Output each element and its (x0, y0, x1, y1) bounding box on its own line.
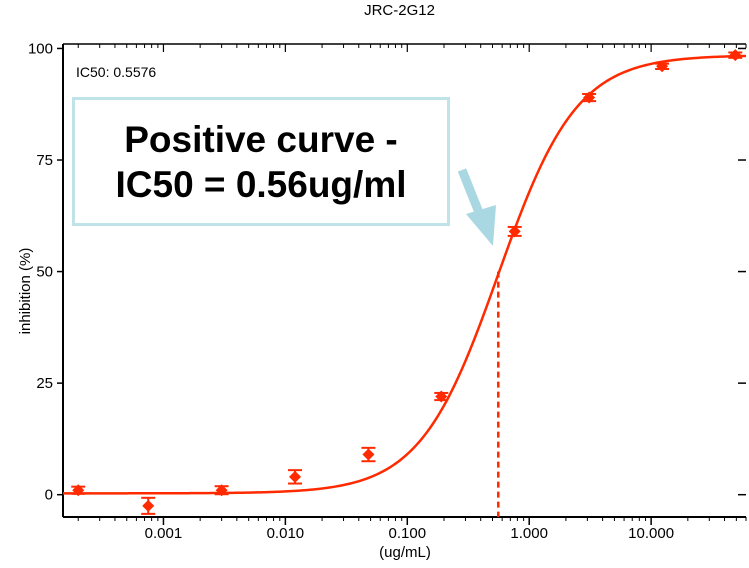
chart-title: JRC-2G12 (364, 2, 435, 19)
arrow-head (466, 205, 496, 246)
x-tick-label: 10.000 (628, 525, 674, 542)
data-point (289, 470, 302, 483)
callout-arrow (457, 168, 496, 246)
data-point (656, 60, 669, 73)
arrow-shaft (457, 168, 485, 217)
x-tick-label: 0.010 (267, 525, 305, 542)
x-tick-label: 1.000 (510, 525, 548, 542)
callout-line-1: Positive curve - (124, 118, 398, 160)
data-point (435, 390, 448, 403)
data-point (215, 484, 228, 497)
data-point (142, 499, 155, 512)
x-tick-label: 0.100 (389, 525, 427, 542)
y-tick-label: 25 (36, 375, 53, 392)
callout-box: Positive curve - IC50 = 0.56ug/ml (72, 97, 450, 226)
callout-line-2: IC50 = 0.56ug/ml (115, 163, 407, 205)
data-point (583, 91, 596, 104)
y-tick-label: 75 (36, 152, 53, 169)
data-point (362, 448, 375, 461)
y-axis-label: inhibition (%) (17, 248, 34, 335)
y-tick-label: 100 (28, 40, 53, 57)
ic50-readout: IC50: 0.5576 (76, 64, 157, 80)
y-tick-label: 0 (45, 487, 53, 504)
x-axis-label: (ug/mL) (379, 544, 431, 561)
data-point (729, 49, 742, 62)
data-points-group (71, 49, 743, 515)
fit-curve-group (63, 54, 747, 517)
data-point (72, 484, 85, 497)
ticks-group: 0 25 50 75 100 0.001 0.010 0.100 1.000 10.000 (28, 40, 747, 542)
fit-curve-line (63, 54, 747, 495)
x-tick-label: 0.001 (145, 525, 183, 542)
data-point (508, 225, 521, 238)
y-tick-label: 50 (36, 264, 53, 281)
